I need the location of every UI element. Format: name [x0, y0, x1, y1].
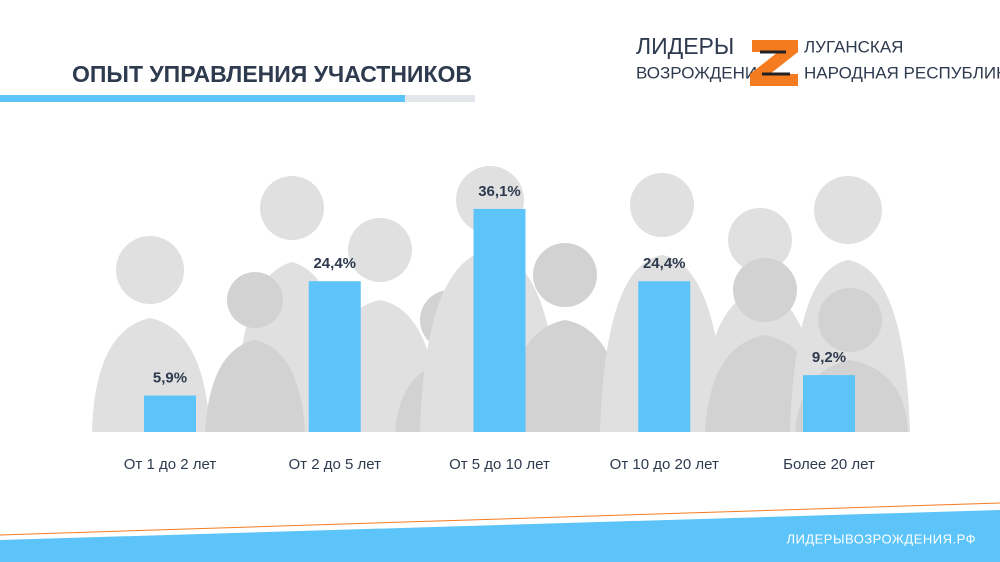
footer-band: [0, 510, 1000, 562]
value-label: 36,1%: [478, 183, 521, 200]
logo-line1: ЛИДЕРЫ: [636, 33, 734, 59]
bar: [638, 281, 691, 432]
value-label: 24,4%: [643, 255, 686, 272]
logo-region2: НАРОДНАЯ РЕСПУБЛИКА: [804, 63, 1000, 82]
title-underline: [0, 95, 405, 102]
title: ОПЫТ УПРАВЛЕНИЯ УЧАСТНИКОВ: [72, 61, 472, 87]
x-tick-label: От 5 до 10 лет: [449, 456, 550, 473]
bar: [803, 375, 855, 432]
value-label: 9,2%: [812, 349, 846, 366]
logo-region1: ЛУГАНСКАЯ: [804, 37, 903, 56]
footer-line: [0, 502, 1000, 536]
footer-url: ЛИДЕРЫВОЗРОЖДЕНИЯ.РФ: [786, 531, 976, 546]
value-label: 5,9%: [153, 370, 187, 387]
title-underline-gray: [405, 95, 475, 102]
bar: [144, 395, 196, 432]
logo-line2: ВОЗРОЖДЕНИЯ: [636, 63, 769, 82]
x-tick-label: От 1 до 2 лет: [124, 456, 217, 473]
bar: [473, 208, 526, 432]
x-tick-label: Более 20 лет: [783, 456, 875, 473]
x-tick-label: От 10 до 20 лет: [610, 456, 719, 473]
logo-z: [750, 40, 798, 86]
x-tick-label: От 2 до 5 лет: [289, 456, 382, 473]
value-label: 24,4%: [313, 255, 356, 272]
bar: [308, 281, 361, 432]
